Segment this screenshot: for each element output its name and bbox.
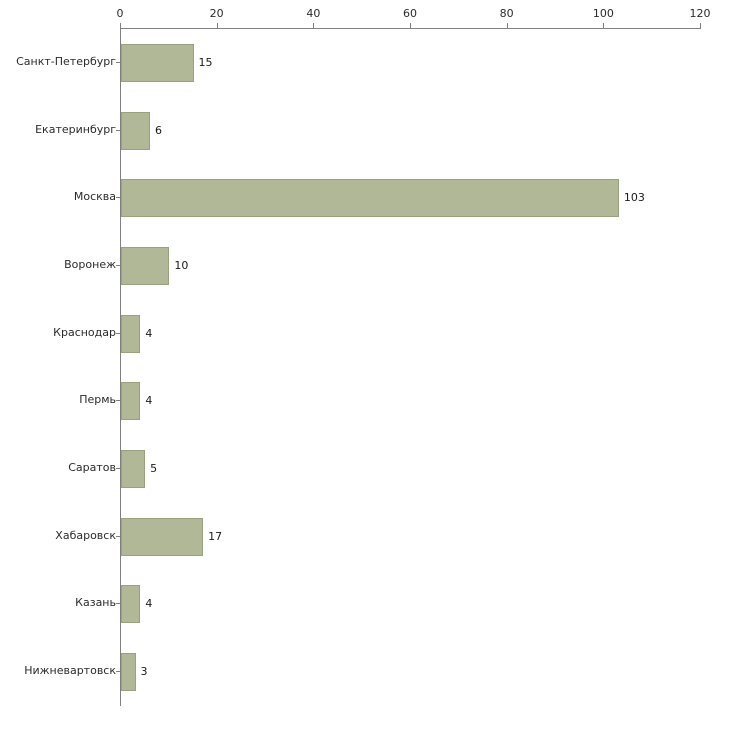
bar	[121, 382, 141, 421]
bar	[121, 43, 194, 82]
category-label: Пермь	[79, 393, 116, 407]
x-tick-mark	[120, 23, 121, 28]
category-label: Краснодар	[53, 325, 116, 339]
x-tick-mark	[700, 23, 701, 28]
y-tick-mark	[116, 535, 120, 537]
value-label: 3	[140, 665, 148, 679]
category-label: Москва	[73, 190, 116, 204]
bar	[121, 314, 141, 353]
category-label: Хабаровск	[55, 528, 116, 542]
category-label: Саратов	[68, 461, 116, 475]
value-label: 103	[623, 191, 645, 205]
x-tick-label: 40	[306, 7, 321, 20]
category-label: Воронеж	[64, 257, 116, 271]
y-tick-mark	[116, 332, 120, 334]
bar	[121, 450, 146, 489]
x-tick-label: 80	[499, 7, 514, 20]
x-tick-label: 100	[592, 7, 614, 20]
value-label: 4	[145, 597, 153, 611]
y-tick-mark	[116, 400, 120, 402]
x-tick-label: 20	[209, 7, 224, 20]
bar	[121, 246, 170, 285]
x-tick-mark	[216, 23, 218, 28]
x-tick-label: 0	[116, 7, 124, 20]
category-label: Нижневартовск	[24, 664, 116, 678]
y-tick-mark	[116, 197, 120, 199]
value-label: 10	[174, 258, 189, 272]
y-tick-mark	[116, 129, 120, 131]
value-label: 4	[145, 394, 153, 408]
value-label: 5	[150, 462, 158, 476]
category-label: Екатеринбург	[35, 122, 116, 136]
x-tick-mark	[313, 23, 315, 28]
y-tick-mark	[116, 61, 120, 63]
bar	[121, 179, 619, 218]
y-tick-mark	[116, 264, 120, 266]
x-tick-mark	[603, 23, 605, 28]
y-tick-mark	[116, 468, 120, 470]
y-tick-mark	[116, 603, 120, 605]
category-label: Казань	[75, 596, 116, 610]
bar	[121, 653, 136, 692]
x-tick-label: 120	[689, 7, 711, 20]
x-tick-mark	[506, 23, 508, 28]
plot-area: 15 6 103 10 4 4 5 17 4 3	[120, 28, 701, 706]
bar	[121, 517, 204, 556]
x-tick-mark	[410, 23, 411, 28]
value-label: 6	[155, 123, 162, 137]
bar	[121, 585, 141, 624]
x-tick-label: 60	[403, 7, 417, 20]
bar	[121, 111, 150, 150]
y-tick-mark	[116, 671, 120, 673]
value-label: 4	[145, 326, 153, 340]
value-label: 15	[198, 55, 213, 69]
value-label: 17	[208, 529, 223, 543]
category-label: Санкт-Петербург	[16, 54, 116, 68]
